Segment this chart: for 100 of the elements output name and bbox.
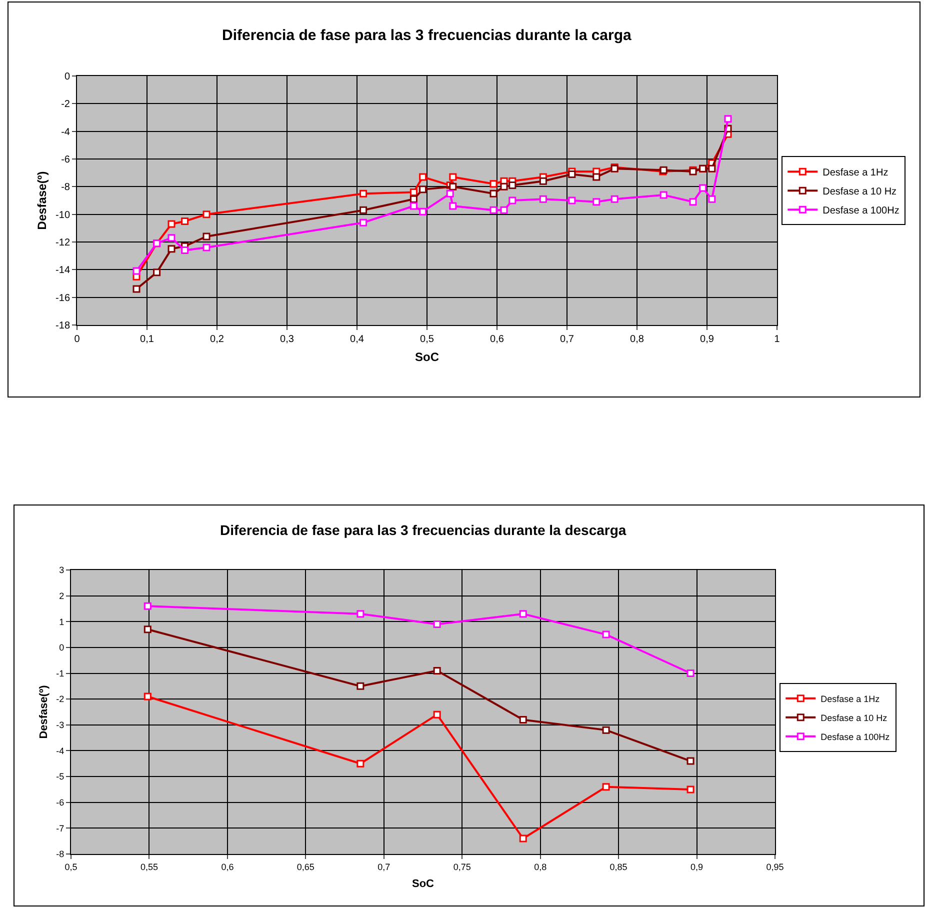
point	[144, 602, 152, 610]
chart-title: Diferencia de fase para las 3 frecuencias durante la carga	[222, 27, 632, 44]
point	[144, 626, 152, 634]
point	[724, 115, 732, 123]
point	[360, 190, 368, 198]
legend-label: Desfase a 1Hz	[822, 168, 888, 179]
point	[433, 666, 441, 674]
y-tick-label: -8	[56, 849, 64, 860]
point	[602, 726, 610, 734]
point	[602, 783, 610, 791]
point	[132, 285, 140, 293]
point	[168, 234, 176, 242]
point	[168, 220, 176, 228]
point	[433, 620, 441, 628]
y-tick-label: -10	[56, 210, 70, 221]
point	[708, 164, 716, 172]
point	[592, 198, 600, 206]
y-tick-label: 2	[59, 590, 64, 601]
x-tick-label: 0,3	[280, 334, 294, 345]
y-tick-label: 0	[64, 72, 70, 82]
x-tick-label: 1	[774, 334, 780, 345]
point	[508, 182, 516, 190]
point	[602, 630, 610, 638]
y-tick-label: -4	[61, 126, 70, 138]
point	[689, 198, 697, 206]
point	[356, 610, 364, 618]
y-tick-label: -6	[56, 798, 64, 808]
point	[168, 245, 176, 253]
x-tick-label: 0,9	[700, 334, 714, 345]
chart-title: Diferencia de fase para las 3 frecuencias durante la descarga	[220, 522, 626, 538]
point	[433, 710, 441, 718]
y-tick-label: -4	[56, 746, 64, 756]
point	[490, 206, 498, 214]
x-tick-label: 0,65	[296, 862, 314, 872]
point	[419, 208, 427, 216]
point	[181, 246, 189, 254]
point	[686, 757, 694, 765]
x-tick-label: 0,5	[64, 862, 78, 872]
point	[500, 182, 508, 190]
point	[410, 195, 418, 203]
point	[153, 268, 161, 276]
legend-label: Desfase a 100Hz	[820, 732, 890, 742]
point	[449, 182, 457, 190]
point	[490, 180, 498, 188]
point	[610, 195, 618, 203]
y-axis-title: Desfase(º)	[38, 684, 50, 739]
legend-label: Desfase a 10 Hz	[820, 712, 888, 723]
y-tick-label: -16	[56, 292, 70, 304]
point	[449, 173, 457, 181]
point	[360, 218, 368, 226]
y-tick-label: -6	[61, 154, 70, 166]
point	[519, 834, 527, 842]
y-tick-label: -2	[61, 99, 70, 110]
x-tick-label: 0,75	[453, 862, 471, 872]
point	[449, 202, 457, 210]
point	[356, 682, 364, 690]
x-tick-label: 0,9	[690, 862, 704, 872]
point	[699, 184, 707, 192]
point	[144, 692, 152, 700]
point	[202, 232, 210, 240]
point	[519, 610, 527, 618]
y-tick-label: -12	[56, 238, 70, 248]
point	[568, 170, 576, 178]
point	[500, 206, 508, 214]
y-tick-label: -7	[56, 823, 64, 834]
point	[202, 210, 210, 218]
point	[410, 202, 418, 210]
point	[519, 716, 527, 724]
y-tick-label: -18	[56, 320, 70, 332]
x-tick-label: 0,8	[630, 334, 644, 345]
legend-label: Desfase a 10 Hz	[822, 186, 897, 198]
y-tick-label: 1	[59, 616, 64, 627]
point	[686, 786, 694, 794]
x-axis-title: SoC	[412, 878, 434, 890]
x-tick-label: 0,5	[420, 334, 434, 345]
x-axis-title: SoC	[415, 350, 440, 364]
x-tick-label: 0,85	[610, 862, 628, 872]
y-tick-label: -2	[56, 694, 64, 704]
point	[568, 196, 576, 204]
y-axis-title: Desfase(º)	[34, 171, 49, 230]
x-tick-label: 0,2	[210, 334, 224, 345]
y-tick-label: -1	[56, 668, 64, 678]
x-tick-label: 0,95	[766, 862, 784, 872]
point	[592, 173, 600, 181]
y-tick-label: 3	[59, 565, 64, 576]
x-tick-label: 0,6	[490, 334, 504, 345]
x-tick-label: 0	[74, 334, 80, 345]
y-tick-label: -8	[61, 182, 70, 194]
point	[419, 186, 427, 194]
x-tick-label: 0,55	[140, 862, 158, 872]
x-tick-label: 0,8	[534, 862, 547, 872]
point	[508, 196, 516, 204]
point	[539, 177, 547, 185]
point	[410, 188, 418, 196]
y-tick-label: -14	[56, 265, 70, 276]
x-tick-label: 0,4	[350, 334, 364, 345]
y-tick-label: 0	[59, 642, 64, 653]
x-tick-label: 0,1	[140, 334, 154, 345]
point	[356, 760, 364, 768]
y-tick-label: -5	[56, 772, 64, 782]
